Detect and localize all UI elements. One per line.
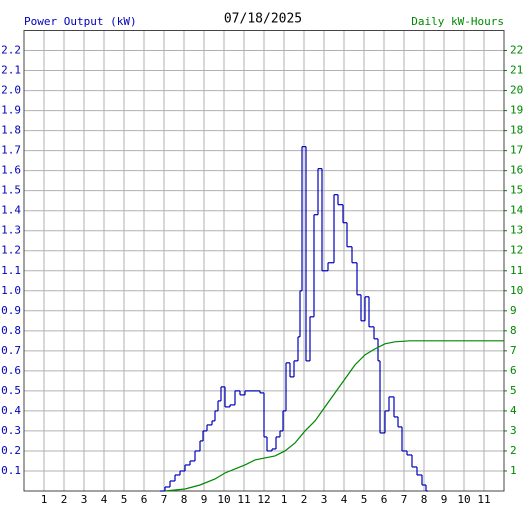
- x-tick-label: 10: [217, 493, 230, 506]
- y-tick-label: 1.7: [1, 144, 21, 157]
- y2-tick-label: 5: [510, 384, 517, 397]
- y2-tick-label: 17: [510, 144, 523, 157]
- y2-tick-label: 9: [510, 304, 517, 317]
- plot-frame: [23, 30, 505, 492]
- x-tick-label: 7: [161, 493, 168, 506]
- x-tick-label: 4: [101, 493, 108, 506]
- x-tick-label: 2: [301, 493, 308, 506]
- x-tick-label: 9: [201, 493, 208, 506]
- y2-tick-label: 8: [510, 324, 517, 337]
- y2-tick-label: 15: [510, 184, 523, 197]
- y-tick-label: 2.0: [1, 84, 21, 97]
- y2-tick-label: 1: [510, 464, 517, 477]
- y2-tick-label: 10: [510, 284, 523, 297]
- y2-tick-label: 20: [510, 84, 523, 97]
- y-tick-label: 1.6: [1, 164, 21, 177]
- y-tick-label: 2.2: [1, 44, 21, 57]
- x-tick-label: 8: [181, 493, 188, 506]
- y-tick-label: 0.4: [1, 404, 21, 417]
- x-tick-label: 1: [281, 493, 288, 506]
- y2-tick-label: 19: [510, 104, 523, 117]
- y-tick-label: 1.9: [1, 104, 21, 117]
- y-tick-label: 1.3: [1, 224, 21, 237]
- chart-title: 07/18/2025: [224, 12, 302, 27]
- y-tick-label: 0.6: [1, 364, 21, 377]
- y2-tick-label: 3: [510, 424, 517, 437]
- y-tick-label: 0.2: [1, 444, 21, 457]
- y-tick-label: 1.0: [1, 284, 21, 297]
- x-tick-label: 3: [81, 493, 88, 506]
- y2-tick-label: 16: [510, 164, 523, 177]
- x-tick-label: 6: [381, 493, 388, 506]
- y-tick-label: 1.8: [1, 124, 21, 137]
- x-tick-label: 5: [361, 493, 368, 506]
- y2-tick-label: 6: [510, 364, 517, 377]
- y-tick-label: 0.7: [1, 344, 21, 357]
- x-tick-label: 2: [61, 493, 68, 506]
- y-tick-label: 0.1: [1, 464, 21, 477]
- y2-tick-label: 4: [510, 404, 517, 417]
- right-axis-label: Daily kW-Hours: [411, 15, 504, 28]
- y-tick-label: 0.3: [1, 424, 21, 437]
- y2-tick-label: 11: [510, 264, 523, 277]
- x-tick-label: 7: [401, 493, 408, 506]
- y2-tick-label: 14: [510, 204, 524, 217]
- x-tick-label: 11: [477, 493, 490, 506]
- y-tick-label: 1.4: [1, 204, 21, 217]
- step-riser: [164, 146, 427, 491]
- y2-tick-label: 13: [510, 224, 523, 237]
- x-tick-label: 8: [421, 493, 428, 506]
- y2-tick-label: 12: [510, 244, 523, 257]
- y2-tick-label: 2: [510, 444, 517, 457]
- y-tick-label: 2.1: [1, 64, 21, 77]
- x-tick-label: 3: [321, 493, 328, 506]
- x-tick-label: 9: [441, 493, 448, 506]
- y-tick-label: 0.5: [1, 384, 21, 397]
- x-tick-label: 1: [41, 493, 48, 506]
- series-line: [164, 340, 504, 492]
- y-tick-label: 0.9: [1, 304, 21, 317]
- x-tick-label: 4: [341, 493, 348, 506]
- y-tick-label: 1.5: [1, 184, 21, 197]
- x-tick-label: 5: [121, 493, 128, 506]
- x-tick-label: 12: [257, 493, 270, 506]
- y-tick-label: 0.8: [1, 324, 21, 337]
- left-axis-label: Power Output (kW): [24, 15, 137, 28]
- x-tick-label: 11: [237, 493, 250, 506]
- y-tick-label: 1.2: [1, 244, 21, 257]
- x-tick-label: 10: [457, 493, 470, 506]
- y-tick-label: 1.1: [1, 264, 21, 277]
- y2-tick-label: 7: [510, 344, 517, 357]
- x-tick-label: 6: [141, 493, 148, 506]
- y2-tick-label: 21: [510, 64, 523, 77]
- y2-tick-label: 18: [510, 124, 523, 137]
- y2-tick-label: 22: [510, 44, 523, 57]
